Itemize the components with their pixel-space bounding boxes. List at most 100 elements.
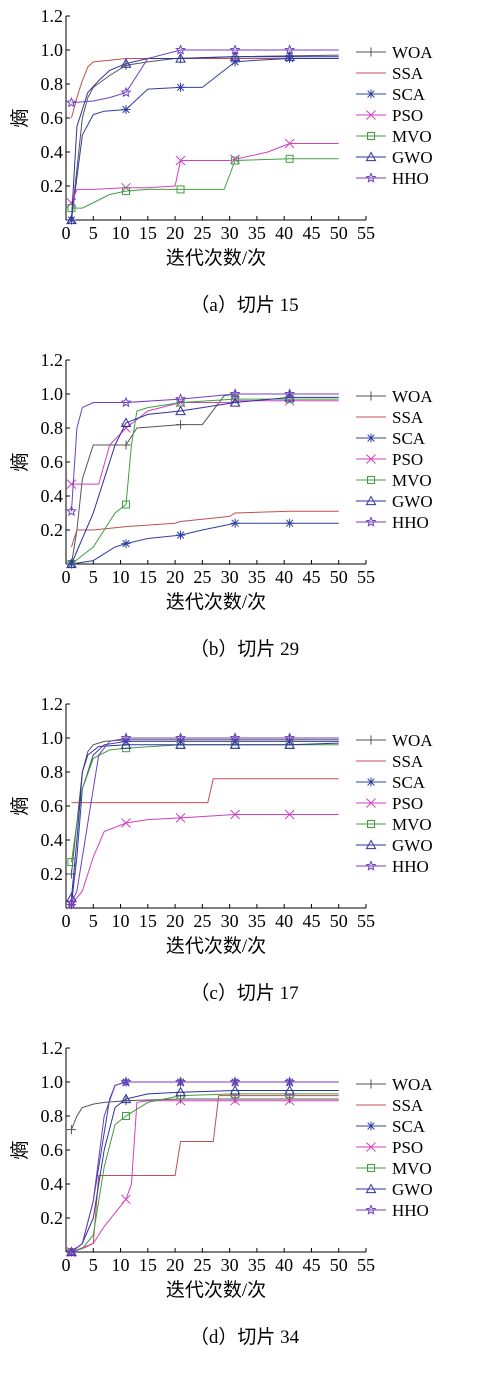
legend-label-gwo: GWO	[392, 148, 433, 167]
data-point-gwo	[175, 52, 186, 63]
data-point-hho	[175, 44, 187, 55]
x-axis-label: 迭代次数/次	[166, 935, 266, 957]
legend-label-hho: HHO	[392, 169, 429, 188]
legend-label-pso: PSO	[392, 450, 423, 469]
series-line-hho	[71, 1081, 339, 1253]
legend-marker-hho	[365, 1204, 377, 1215]
data-point-hho	[65, 1246, 77, 1257]
data-point-gwo	[120, 58, 132, 68]
y-tick-label: 0.2	[41, 520, 64, 540]
x-tick-label: 35	[248, 223, 266, 243]
legend-label-pso: PSO	[392, 106, 423, 125]
x-tick-label: 5	[89, 911, 98, 931]
data-point-sca	[285, 518, 295, 528]
x-tick-label: 55	[357, 1255, 375, 1275]
legend-label-hho: HHO	[392, 1201, 429, 1220]
legend-label-mvo: MVO	[392, 815, 432, 834]
series-line-mvo	[71, 1093, 339, 1253]
x-tick-label: 40	[275, 567, 293, 587]
data-point-sca	[230, 518, 240, 528]
legend-marker-woa	[366, 735, 376, 745]
legend-label-woa: WOA	[392, 43, 433, 62]
series-line-ssa	[71, 778, 339, 804]
x-tick-label: 25	[193, 911, 211, 931]
chart-panel-2: 0 5 10 15 20 25 30 35 40 45 50 55 0.2 0.4 0.6 0.8 1.0 1.2…	[0, 344, 489, 688]
series-line-pso	[71, 1100, 339, 1253]
series-line-woa	[70, 393, 339, 565]
x-tick-label: 50	[330, 911, 348, 931]
data-point-gwo	[120, 1093, 132, 1104]
legend-label-mvo: MVO	[392, 1159, 432, 1178]
x-tick-label: 0	[62, 567, 71, 587]
data-point-pso	[175, 813, 186, 823]
x-tick-label: 5	[89, 567, 98, 587]
series-line-woa	[70, 1098, 339, 1130]
data-point-gwo	[284, 51, 295, 61]
series-line-hho	[70, 737, 339, 904]
legend-label-pso: PSO	[392, 1138, 423, 1157]
legend-marker-mvo	[367, 476, 375, 484]
data-point-gwo	[66, 214, 77, 225]
x-tick-label: 20	[166, 567, 184, 587]
legend-label-ssa: SSA	[392, 752, 424, 771]
x-tick-label: 55	[357, 911, 375, 931]
panel-caption: （d）切片 34	[189, 1327, 300, 1348]
x-tick-label: 35	[248, 1255, 266, 1275]
legend-marker-hho	[365, 172, 377, 183]
x-tick-label: 45	[302, 911, 320, 931]
data-point-gwo	[229, 396, 241, 407]
data-point-hho	[284, 732, 296, 743]
x-tick-label: 15	[139, 223, 157, 243]
y-axis-label: 熵	[9, 452, 31, 471]
data-point-gwo	[229, 739, 241, 749]
x-tick-label: 20	[166, 223, 184, 243]
legend-marker-hho	[365, 516, 377, 527]
x-tick-label: 40	[275, 911, 293, 931]
series-line-sca	[71, 1081, 339, 1253]
x-tick-label: 35	[248, 567, 266, 587]
legend-marker-woa	[366, 1079, 376, 1089]
data-point-hho	[175, 1076, 187, 1087]
data-point-hho	[229, 732, 241, 743]
chart-svg: 0 5 10 15 20 25 30 35 40 45 50 55 0.2 0.4 0.6 0.8 1.0 1.2…	[9, 6, 433, 269]
y-tick-label: 1.2	[41, 350, 64, 370]
legend-marker-gwo	[365, 1183, 377, 1194]
data-point-woa	[121, 440, 131, 450]
y-tick-label: 0.6	[41, 452, 64, 472]
data-point-gwo	[66, 558, 77, 569]
x-tick-label: 0	[62, 223, 71, 243]
chart-panel-1: 0 5 10 15 20 25 30 35 40 45 50 55 0.2 0.4 0.6 0.8 1.0 1.2…	[0, 0, 489, 344]
x-tick-label: 45	[302, 1255, 320, 1275]
series-line-pso	[71, 400, 339, 485]
y-tick-label: 1.0	[41, 1072, 64, 1092]
data-point-hho	[120, 396, 132, 408]
x-tick-label: 15	[139, 1255, 157, 1275]
legend-marker-woa	[366, 391, 376, 401]
y-tick-label: 1.2	[41, 694, 64, 714]
data-point-mvo	[285, 154, 294, 163]
data-point-pso	[121, 818, 131, 828]
legend-label-woa: WOA	[392, 731, 433, 750]
legend-label-sca: SCA	[392, 773, 426, 792]
series-line-gwo	[70, 742, 339, 898]
y-tick-label: 0.8	[41, 762, 64, 782]
y-tick-label: 0.4	[41, 1174, 64, 1194]
data-point-pso	[284, 138, 295, 149]
data-point-gwo	[229, 1084, 241, 1095]
legend-label-sca: SCA	[392, 429, 426, 448]
legend-marker-pso	[366, 454, 376, 464]
series-line-sca	[71, 522, 339, 565]
legend-marker-woa	[366, 47, 376, 57]
series-line-woa	[70, 739, 339, 875]
data-point-hho	[120, 86, 132, 98]
series-line-mvo	[71, 158, 339, 209]
data-point-hho	[175, 393, 187, 404]
legend-marker-gwo	[365, 495, 377, 506]
y-tick-label: 0.6	[41, 108, 64, 128]
data-point-hho	[284, 388, 296, 399]
legend-label-ssa: SSA	[392, 1096, 424, 1115]
x-tick-label: 55	[357, 567, 375, 587]
series-line-mvo	[71, 398, 339, 565]
x-tick-label: 15	[139, 911, 157, 931]
data-point-pso	[284, 809, 295, 820]
